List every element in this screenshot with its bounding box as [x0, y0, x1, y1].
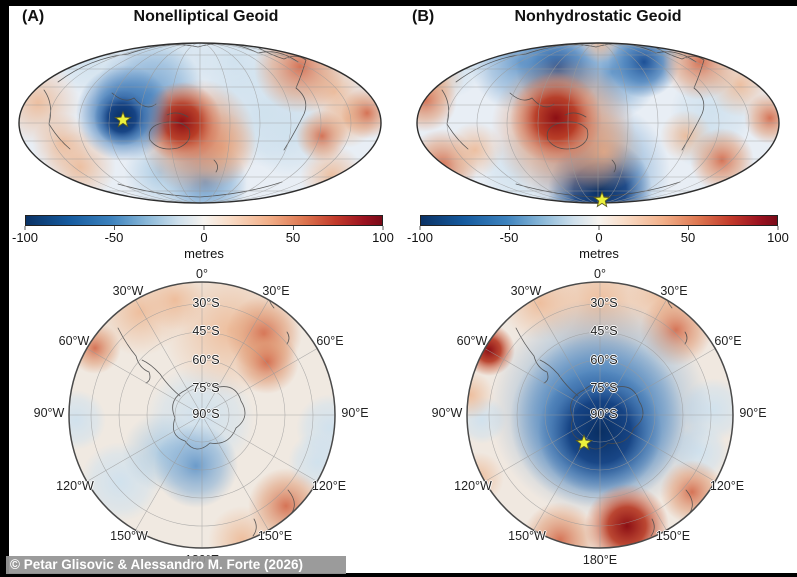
lon-label: 90°W: [431, 406, 463, 420]
lon-label: 60°E: [714, 334, 742, 348]
lon-label: 0°: [196, 267, 208, 281]
lon-label: 60°E: [316, 334, 344, 348]
lon-label: 90°E: [341, 406, 369, 420]
colorbar-a-unit: metres: [184, 246, 224, 261]
colorbar-b-tick: 100: [767, 230, 789, 245]
colorbar-b-tick: -50: [499, 230, 519, 245]
colorbar-b-tick: 50: [680, 230, 696, 245]
colorbar-a-tick: 100: [372, 230, 394, 245]
lat-label: 30°S: [590, 296, 618, 310]
lat-label: 75°S: [192, 381, 220, 395]
lon-label: 120°W: [454, 479, 492, 493]
map-polar-nonhydrostatic: [467, 282, 733, 548]
colorbar-a-tick: 0: [200, 230, 208, 245]
lon-label: 150°E: [655, 529, 691, 543]
colorbar-b-unit: metres: [579, 246, 619, 261]
panel-b-label: (B): [412, 8, 435, 25]
lon-label: 150°E: [257, 529, 293, 543]
panel-b-title: Nonhydrostatic Geoid: [514, 8, 682, 25]
colorbar-a: [25, 215, 383, 226]
lat-label: 45°S: [192, 324, 220, 338]
lon-label: 150°W: [508, 529, 546, 543]
lon-label: 180°E: [582, 553, 618, 567]
lon-label: 30°W: [112, 284, 144, 298]
lat-label: 90°S: [192, 407, 220, 421]
lat-label: 60°S: [590, 353, 618, 367]
colorbar-b: [420, 215, 778, 226]
polar-b-outline: [466, 281, 734, 549]
map-a-outline: [18, 42, 382, 204]
lon-label: 90°W: [33, 406, 65, 420]
lon-label: 90°E: [739, 406, 767, 420]
lon-label: 60°W: [456, 334, 488, 348]
colorbar-b-tick: 0: [595, 230, 603, 245]
lon-label: 120°W: [56, 479, 94, 493]
panel-a-title: Nonelliptical Geoid: [133, 8, 279, 25]
colorbar-a-tick: -100: [11, 230, 39, 245]
credit-watermark: © Petar Glisovic & Alessandro M. Forte (…: [6, 556, 346, 574]
lon-label: 60°W: [58, 334, 90, 348]
lon-label: 150°W: [110, 529, 148, 543]
colorbar-a-tick: 50: [285, 230, 301, 245]
colorbar-ticks: [24, 226, 779, 230]
lat-label: 45°S: [590, 324, 618, 338]
lat-label: 75°S: [590, 381, 618, 395]
lon-label: 120°E: [311, 479, 347, 493]
lat-label: 60°S: [192, 353, 220, 367]
lon-label: 120°E: [709, 479, 745, 493]
lon-label: 30°E: [262, 284, 290, 298]
lat-label: 90°S: [590, 407, 618, 421]
polar-a-outline: [68, 281, 336, 549]
map-polar-nonelliptical: [69, 282, 335, 548]
panel-a-label: (A): [22, 8, 45, 25]
lat-label: 30°S: [192, 296, 220, 310]
lon-label: 30°E: [660, 284, 688, 298]
lon-label: 0°: [594, 267, 606, 281]
colorbar-b-tick: -100: [406, 230, 434, 245]
colorbar-a-tick: -50: [104, 230, 124, 245]
map-global-nonelliptical: [19, 43, 381, 203]
map-global-nonhydrostatic: [417, 43, 779, 203]
lon-label: 30°W: [510, 284, 542, 298]
